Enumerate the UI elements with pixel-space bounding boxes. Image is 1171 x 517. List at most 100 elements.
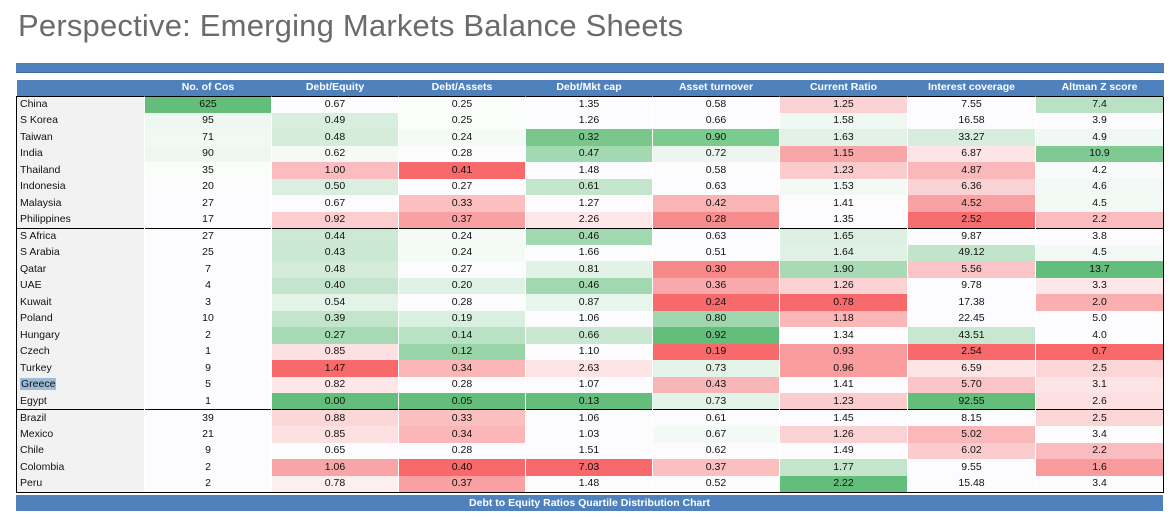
value-cell: 15.48 [907,475,1036,493]
value-cell: 1.27 [525,195,653,212]
value-cell: 0.90 [652,129,780,146]
value-cell: 9.87 [907,227,1036,245]
value-cell: 3.4 [1035,475,1164,493]
value-cell: 6.59 [907,360,1036,377]
column-header: Debt/Equity [271,80,399,96]
table-row: Chile 9 0.65 0.28 1.51 0.62 1.49 6.02 2.2 [16,442,1164,459]
value-cell: 0.05 [398,393,526,410]
table-row: Mexico 21 0.85 0.34 1.03 0.67 1.26 5.02 3.4 [16,426,1164,443]
value-cell: 0.28 [398,376,526,393]
value-cell: 0.65 [271,442,399,459]
value-cell: 0.37 [398,211,526,228]
value-cell: 0.61 [652,409,780,426]
value-cell: 1.66 [525,244,653,261]
value-cell: 1.06 [525,409,653,426]
value-cell: 0.58 [652,162,780,179]
value-cell: 6.87 [907,145,1036,162]
value-cell: 2.2 [1035,442,1164,459]
value-cell: 0.33 [398,195,526,212]
value-cell: 0.50 [271,178,399,195]
value-cell: 71 [144,129,272,146]
value-cell: 2 [144,327,272,344]
value-cell: 1.41 [779,195,908,212]
value-cell: 3 [144,294,272,311]
country-label: Colombia [20,460,65,473]
value-cell: 0.46 [525,277,653,294]
value-cell: 0.85 [271,343,399,360]
table-row: India 90 0.62 0.28 0.47 0.72 1.15 6.87 10.9 [16,145,1164,162]
value-cell: 3.1 [1035,376,1164,393]
value-cell: 0.52 [652,475,780,493]
value-cell: 0.28 [652,211,780,228]
value-cell: 0.00 [271,393,399,410]
value-cell: 4.2 [1035,162,1164,179]
value-cell: 1.10 [525,343,653,360]
value-cell: 0.46 [525,227,653,245]
country-label: UAE [20,279,42,292]
value-cell: 13.7 [1035,261,1164,278]
country-cell: Turkey [16,360,145,377]
country-cell: China [16,95,145,113]
value-cell: 4.9 [1035,129,1164,146]
value-cell: 1.35 [779,211,908,228]
value-cell: 5 [144,376,272,393]
value-cell: 1.00 [271,162,399,179]
value-cell: 0.58 [652,95,780,113]
value-cell: 0.34 [398,426,526,443]
value-cell: 3.3 [1035,277,1164,294]
country-label: Poland [20,312,53,325]
value-cell: 0.87 [525,294,653,311]
country-cell: Kuwait [16,294,145,311]
value-cell: 20 [144,178,272,195]
country-label: Chile [20,444,44,457]
value-cell: 0.72 [652,145,780,162]
value-cell: 0.25 [398,95,526,113]
value-cell: 2.6 [1035,393,1164,410]
value-cell: 0.14 [398,327,526,344]
value-cell: 0.66 [652,112,780,129]
table-row: Peru 2 0.78 0.37 1.48 0.52 2.22 15.48 3.4 [16,475,1164,493]
value-cell: 1 [144,393,272,410]
value-cell: 0.39 [271,310,399,327]
country-label: Greece [20,378,57,391]
value-cell: 1.34 [779,327,908,344]
value-cell: 4 [144,277,272,294]
value-cell: 1.63 [779,129,908,146]
quartile-chart-link-bar[interactable]: Debt to Equity Ratios Quartile Distribut… [16,495,1163,511]
value-cell: 17 [144,211,272,228]
country-label: Peru [20,477,43,489]
country-label: S Arabia [20,246,60,259]
value-cell: 0.49 [271,112,399,129]
country-cell: Colombia [16,459,145,476]
country-cell: Philippines [16,211,145,228]
value-cell: 6.02 [907,442,1036,459]
value-cell: 0.43 [271,244,399,261]
value-cell: 7 [144,261,272,278]
value-cell: 4.6 [1035,178,1164,195]
table-row: Indonesia 20 0.50 0.27 0.61 0.63 1.53 6.36 4.6 [16,178,1164,195]
country-label: Brazil [20,411,47,424]
value-cell: 90 [144,145,272,162]
value-cell: 0.7 [1035,343,1164,360]
value-cell: 1.49 [779,442,908,459]
value-cell: 5.0 [1035,310,1164,327]
value-cell: 0.40 [271,277,399,294]
value-cell: 35 [144,162,272,179]
country-label: Qatar [20,262,47,275]
value-cell: 0.12 [398,343,526,360]
table-body: China 625 0.67 0.25 1.35 0.58 1.25 7.55 7.4 S Kor… [16,95,1164,493]
value-cell: 0.28 [398,145,526,162]
value-cell: 1.25 [779,95,908,113]
country-cell: Chile [16,442,145,459]
value-cell: 0.19 [652,343,780,360]
column-header-country [16,80,145,96]
value-cell: 1.77 [779,459,908,476]
value-cell: 0.13 [525,393,653,410]
country-cell: UAE [16,277,145,294]
value-cell: 0.78 [271,475,399,493]
value-cell: 1.23 [779,393,908,410]
value-cell: 3.9 [1035,112,1164,129]
value-cell: 0.40 [398,459,526,476]
table-row: Qatar 7 0.48 0.27 0.81 0.30 1.90 5.56 13.7 [16,261,1164,278]
table-row: Turkey 9 1.47 0.34 2.63 0.73 0.96 6.59 2.5 [16,360,1164,377]
